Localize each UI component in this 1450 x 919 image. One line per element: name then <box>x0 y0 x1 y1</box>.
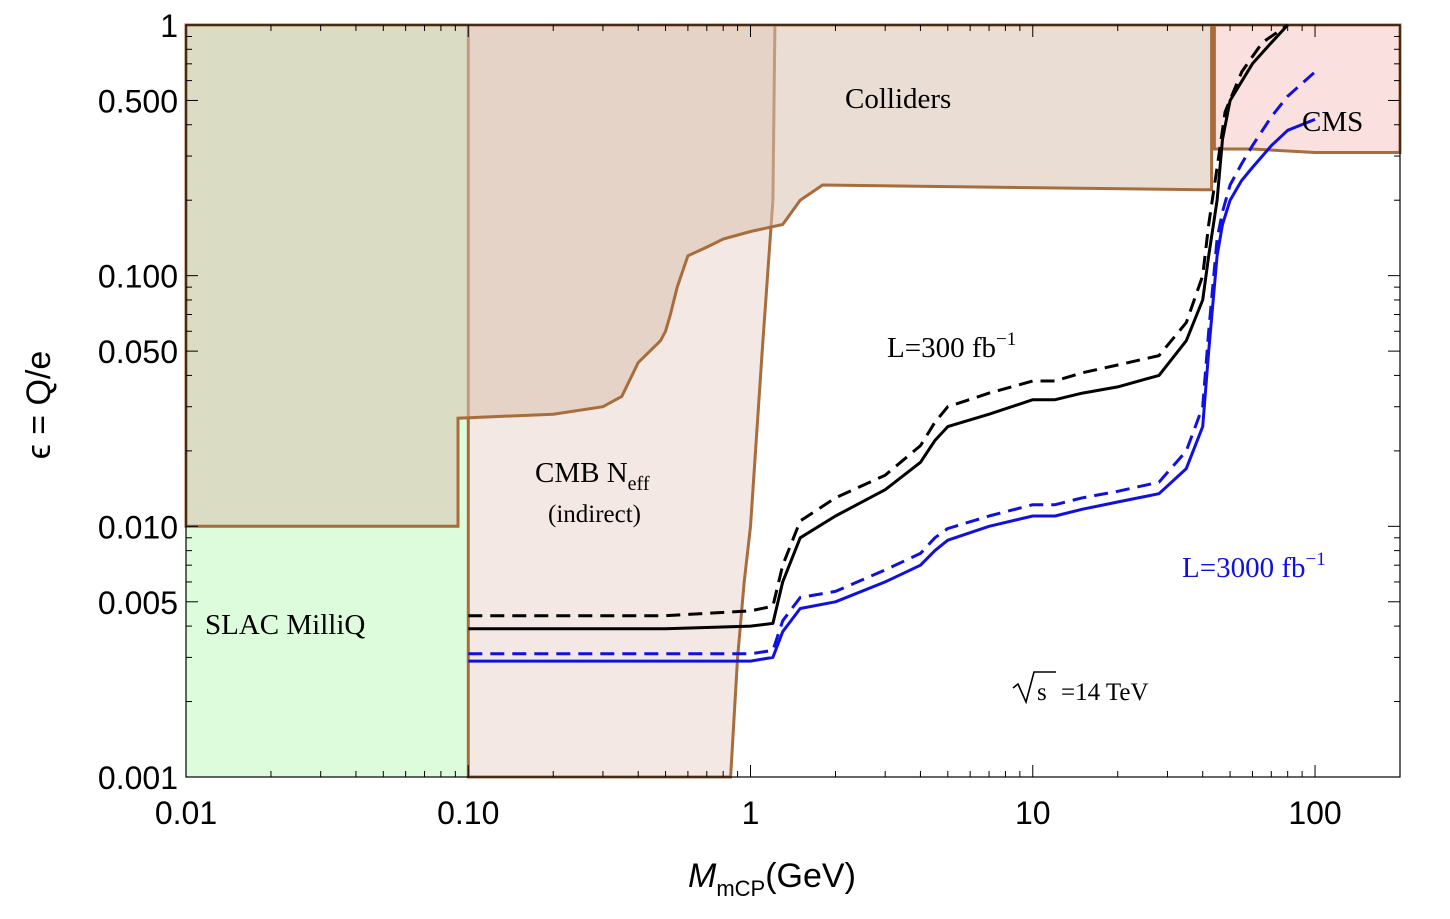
l300-label: L=300 fb−1 <box>887 329 1016 364</box>
svg-text:CMB Neff: CMB Neff <box>535 457 650 495</box>
x-tick-label: 10 <box>1015 795 1051 831</box>
y-tick-label: 0.010 <box>98 509 178 545</box>
x-axis-title: MmCP(GeV) <box>688 857 856 901</box>
series-line-2 <box>468 118 1316 663</box>
y-tick-label: 0.100 <box>98 259 178 295</box>
x-tick-label: 100 <box>1288 795 1341 831</box>
series-line-0 <box>468 23 1289 631</box>
y-tick-label: 0.005 <box>98 585 178 621</box>
slac-milliq-label: SLAC MilliQ <box>205 609 365 641</box>
excluded-regions <box>184 23 1402 779</box>
svg-text:s: s <box>1037 679 1047 706</box>
plot-frame <box>185 24 1401 778</box>
series-line-1 <box>468 23 1289 618</box>
x-tick-label: 1 <box>742 795 760 831</box>
axis-ticks: 0.01 0.10 1 10 100 0.001 0.005 0.010 0.050 0.100 0… <box>98 8 1401 831</box>
y-tick-label: 1 <box>160 8 178 44</box>
x-tick-label: 0.01 <box>155 795 217 831</box>
cmb-indirect-label: (indirect) <box>548 501 641 528</box>
cms-label: CMS <box>1302 106 1363 138</box>
y-axis-title: ϵ = Q/e <box>20 351 58 460</box>
x-tick-label: 0.10 <box>437 795 499 831</box>
sensitivity-curves <box>468 23 1316 663</box>
cmb-neff-label: CMB Neff (indirect) <box>535 457 650 528</box>
y-tick-label: 0.050 <box>98 334 178 370</box>
region-colliders <box>184 23 1214 528</box>
series-line-3 <box>468 70 1316 656</box>
colliders-label: Colliders <box>845 83 951 115</box>
sqrt-s-label: s =14 TeV <box>1012 671 1149 706</box>
svg-text:=14 TeV: =14 TeV <box>1061 679 1149 706</box>
sqrt-symbol-icon <box>1012 671 1056 705</box>
l3000-label: L=3000 fb−1 <box>1182 549 1326 584</box>
y-tick-label: 0.500 <box>98 83 178 119</box>
y-tick-label: 0.001 <box>98 760 178 796</box>
